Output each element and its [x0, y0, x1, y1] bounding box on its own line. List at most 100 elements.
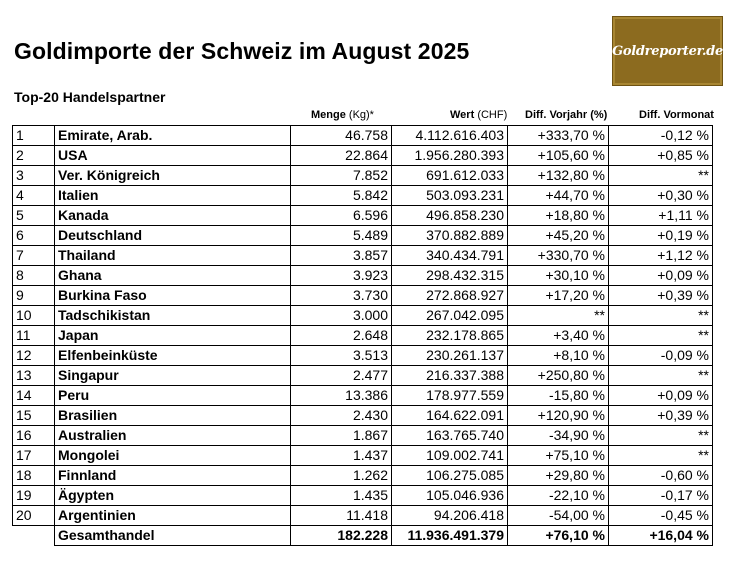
vormonat-cell: -0,12 % — [608, 125, 713, 146]
vormonat-cell: +1,12 % — [608, 245, 713, 266]
menge-cell: 1.262 — [290, 465, 392, 486]
rank-cell: 3 — [12, 165, 55, 186]
menge-cell: 5.489 — [290, 225, 392, 246]
vormonat-cell: ** — [608, 445, 713, 466]
menge-cell: 1.437 — [290, 445, 392, 466]
vorjahr-cell: +330,70 % — [507, 245, 609, 266]
rank-cell: 17 — [12, 445, 55, 466]
vorjahr-cell: ** — [507, 305, 609, 326]
rank-cell: 15 — [12, 405, 55, 426]
total-vorjahr-cell: +76,10 % — [507, 525, 609, 546]
table-row: 19 Ägypten 1.435 105.046.936 -22,10 % -0,17 % — [12, 485, 713, 506]
menge-cell: 3.730 — [290, 285, 392, 306]
total-vormonat-cell: +16,04 % — [608, 525, 713, 546]
country-cell: Burkina Faso — [54, 285, 291, 306]
wert-cell: 1.956.280.393 — [391, 145, 508, 166]
wert-cell: 178.977.559 — [391, 385, 508, 406]
country-cell: USA — [54, 145, 291, 166]
wert-cell: 340.434.791 — [391, 245, 508, 266]
table-row: 3 Ver. Königreich 7.852 691.612.033 +132,80 … — [12, 165, 713, 186]
table-row: 11 Japan 2.648 232.178.865 +3,40 % ** — [12, 325, 713, 346]
table-row: 20 Argentinien 11.418 94.206.418 -54,00 % -0,… — [12, 505, 713, 526]
wert-cell: 94.206.418 — [391, 505, 508, 526]
vormonat-cell: -0,09 % — [608, 345, 713, 366]
country-cell: Thailand — [54, 245, 291, 266]
menge-cell: 3.000 — [290, 305, 392, 326]
wert-cell: 232.178.865 — [391, 325, 508, 346]
rank-cell: 2 — [12, 145, 55, 166]
table-row: 8 Ghana 3.923 298.432.315 +30,10 % +0,09 % — [12, 265, 713, 286]
wert-cell: 216.337.388 — [391, 365, 508, 386]
wert-cell: 272.868.927 — [391, 285, 508, 306]
wert-cell: 109.002.741 — [391, 445, 508, 466]
rank-cell: 14 — [12, 385, 55, 406]
vorjahr-cell: +3,40 % — [507, 325, 609, 346]
trade-partners-table: 1 Emirate, Arab. 46.758 4.112.616.403 +333,7… — [12, 125, 713, 546]
vorjahr-cell: +333,70 % — [507, 125, 609, 146]
total-country-cell: Gesamthandel — [54, 525, 291, 546]
vormonat-cell: +0,39 % — [608, 285, 713, 306]
menge-cell: 11.418 — [290, 505, 392, 526]
total-rank-cell — [12, 525, 55, 546]
rank-cell: 7 — [12, 245, 55, 266]
header-menge: Menge (Kg)* — [311, 109, 374, 121]
vormonat-cell: +0,09 % — [608, 265, 713, 286]
table-row: 1 Emirate, Arab. 46.758 4.112.616.403 +333,7… — [12, 125, 713, 146]
country-cell: Italien — [54, 185, 291, 206]
wert-cell: 164.622.091 — [391, 405, 508, 426]
table-row: 6 Deutschland 5.489 370.882.889 +45,20 % +0,1… — [12, 225, 713, 246]
table-subtitle: Top-20 Handelspartner — [14, 89, 166, 105]
menge-cell: 2.430 — [290, 405, 392, 426]
header-vorjahr: Diff. Vorjahr (%) — [525, 109, 608, 121]
goldreporter-logo: Goldreporter.de — [612, 16, 723, 86]
rank-cell: 4 — [12, 185, 55, 206]
header-menge-unit: (Kg)* — [348, 109, 374, 121]
rank-cell: 6 — [12, 225, 55, 246]
menge-cell: 3.513 — [290, 345, 392, 366]
vormonat-cell: ** — [608, 305, 713, 326]
country-cell: Deutschland — [54, 225, 291, 246]
country-cell: Singapur — [54, 365, 291, 386]
vorjahr-cell: +75,10 % — [507, 445, 609, 466]
menge-cell: 7.852 — [290, 165, 392, 186]
page-title: Goldimporte der Schweiz im August 2025 — [14, 38, 470, 64]
menge-cell: 22.864 — [290, 145, 392, 166]
vorjahr-cell: +105,60 % — [507, 145, 609, 166]
country-cell: Emirate, Arab. — [54, 125, 291, 146]
country-cell: Japan — [54, 325, 291, 346]
total-menge-cell: 182.228 — [290, 525, 392, 546]
vorjahr-cell: +250,80 % — [507, 365, 609, 386]
menge-cell: 2.648 — [290, 325, 392, 346]
header-vormonat: Diff. Vormonat — [639, 109, 714, 121]
rank-cell: 8 — [12, 265, 55, 286]
vorjahr-cell: +45,20 % — [507, 225, 609, 246]
vorjahr-cell: -15,80 % — [507, 385, 609, 406]
country-cell: Argentinien — [54, 505, 291, 526]
wert-cell: 370.882.889 — [391, 225, 508, 246]
vormonat-cell: -0,60 % — [608, 465, 713, 486]
vorjahr-cell: +8,10 % — [507, 345, 609, 366]
vormonat-cell: +0,30 % — [608, 185, 713, 206]
wert-cell: 267.042.095 — [391, 305, 508, 326]
table-row: 2 USA 22.864 1.956.280.393 +105,60 % +0,85 % — [12, 145, 713, 166]
wert-cell: 106.275.085 — [391, 465, 508, 486]
vormonat-cell: -0,17 % — [608, 485, 713, 506]
table-body: 1 Emirate, Arab. 46.758 4.112.616.403 +333,7… — [12, 125, 713, 546]
country-cell: Ägypten — [54, 485, 291, 506]
header-wert-label: Wert — [450, 109, 475, 121]
table-row: 10 Tadschikistan 3.000 267.042.095 ** ** — [12, 305, 713, 326]
vormonat-cell: ** — [608, 365, 713, 386]
rank-cell: 9 — [12, 285, 55, 306]
country-cell: Australien — [54, 425, 291, 446]
vormonat-cell: +0,85 % — [608, 145, 713, 166]
wert-cell: 691.612.033 — [391, 165, 508, 186]
vorjahr-cell: +30,10 % — [507, 265, 609, 286]
header-wert: Wert (CHF) — [450, 109, 507, 121]
menge-cell: 3.857 — [290, 245, 392, 266]
vormonat-cell: ** — [608, 165, 713, 186]
menge-cell: 1.867 — [290, 425, 392, 446]
country-cell: Brasilien — [54, 405, 291, 426]
logo-text: Goldreporter.de — [612, 43, 723, 59]
vorjahr-cell: -22,10 % — [507, 485, 609, 506]
country-cell: Ghana — [54, 265, 291, 286]
